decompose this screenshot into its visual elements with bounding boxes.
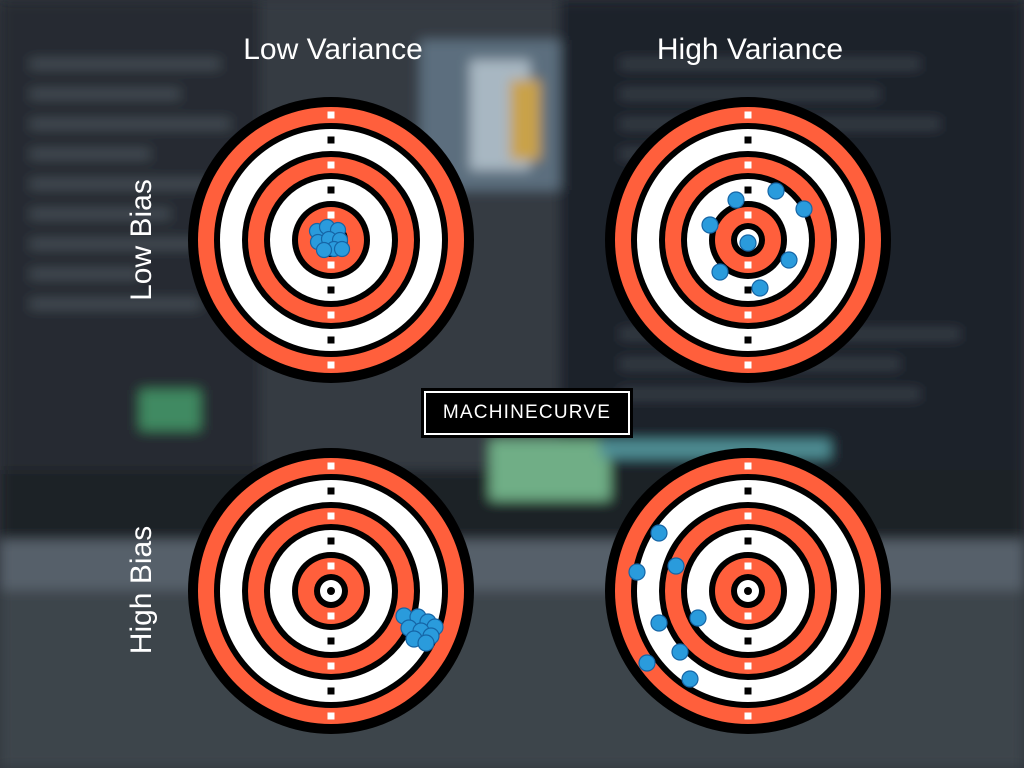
target-tick-6 — [744, 637, 752, 645]
target-tick-2 — [744, 161, 752, 169]
target-tick-6 — [327, 286, 335, 294]
dart-hit-dot-2 — [628, 563, 646, 581]
target-tick-9 — [327, 712, 335, 720]
dart-hit-dot-7 — [751, 279, 769, 297]
row-label-high-bias: High Bias — [125, 525, 158, 655]
target-tick-0 — [327, 462, 335, 470]
target-tick-5 — [744, 261, 752, 269]
dart-hit-dot-3 — [701, 216, 719, 234]
target-tick-7 — [744, 662, 752, 670]
target-high-bias-low-variance — [188, 448, 474, 734]
target-tick-7 — [744, 311, 752, 319]
dart-hit-dot-3 — [689, 609, 707, 627]
dart-hit-dot-1 — [667, 557, 685, 575]
dart-hit-dot-7 — [681, 670, 699, 688]
target-tick-1 — [744, 487, 752, 495]
target-tick-1 — [327, 487, 335, 495]
target-tick-7 — [327, 662, 335, 670]
target-tick-0 — [744, 111, 752, 119]
target-tick-8 — [327, 336, 335, 344]
target-tick-3 — [327, 186, 335, 194]
target-tick-2 — [327, 161, 335, 169]
dart-hit-dot-4 — [739, 234, 757, 252]
target-tick-8 — [744, 687, 752, 695]
target-tick-6 — [327, 637, 335, 645]
target-tick-3 — [327, 537, 335, 545]
target-tick-1 — [327, 136, 335, 144]
target-tick-5 — [327, 612, 335, 620]
target-low-bias-low-variance — [188, 97, 474, 383]
target-tick-2 — [327, 512, 335, 520]
column-label-low-variance: Low Variance — [243, 33, 423, 66]
dart-hit-dot-4 — [650, 614, 668, 632]
target-tick-2 — [744, 512, 752, 520]
target-tick-9 — [744, 712, 752, 720]
target-tick-1 — [744, 136, 752, 144]
dart-hit-dot-6 — [711, 263, 729, 281]
target-tick-6 — [744, 286, 752, 294]
target-tick-0 — [327, 111, 335, 119]
target-tick-9 — [327, 361, 335, 369]
dart-hit-dot-0 — [650, 524, 668, 542]
target-ring-12 — [744, 587, 752, 595]
row-label-low-bias: Low Bias — [125, 179, 158, 301]
target-tick-8 — [744, 336, 752, 344]
target-tick-4 — [327, 211, 335, 219]
target-tick-0 — [744, 462, 752, 470]
dart-hit-dot-5 — [671, 643, 689, 661]
target-tick-9 — [744, 361, 752, 369]
target-tick-4 — [327, 562, 335, 570]
dart-hit-dot-0 — [727, 191, 745, 209]
target-tick-7 — [327, 311, 335, 319]
target-high-bias-high-variance — [605, 448, 891, 734]
target-tick-8 — [327, 687, 335, 695]
target-tick-3 — [744, 537, 752, 545]
target-tick-4 — [744, 211, 752, 219]
dart-hit-dot-5 — [780, 251, 798, 269]
column-label-high-variance: High Variance — [656, 33, 844, 66]
target-low-bias-high-variance — [605, 97, 891, 383]
target-ring-12 — [327, 587, 335, 595]
machinecurve-logo: MACHINECURVE — [421, 388, 633, 438]
dart-hit-dot-1 — [767, 182, 785, 200]
dart-hit-dot-8 — [417, 634, 435, 652]
target-tick-5 — [327, 261, 335, 269]
dart-hit-dot-7 — [315, 241, 333, 259]
dart-hit-dot-2 — [795, 200, 813, 218]
target-tick-4 — [744, 562, 752, 570]
target-tick-3 — [744, 186, 752, 194]
target-tick-5 — [744, 612, 752, 620]
dart-hit-dot-6 — [638, 654, 656, 672]
dart-hit-dot-8 — [333, 240, 351, 258]
